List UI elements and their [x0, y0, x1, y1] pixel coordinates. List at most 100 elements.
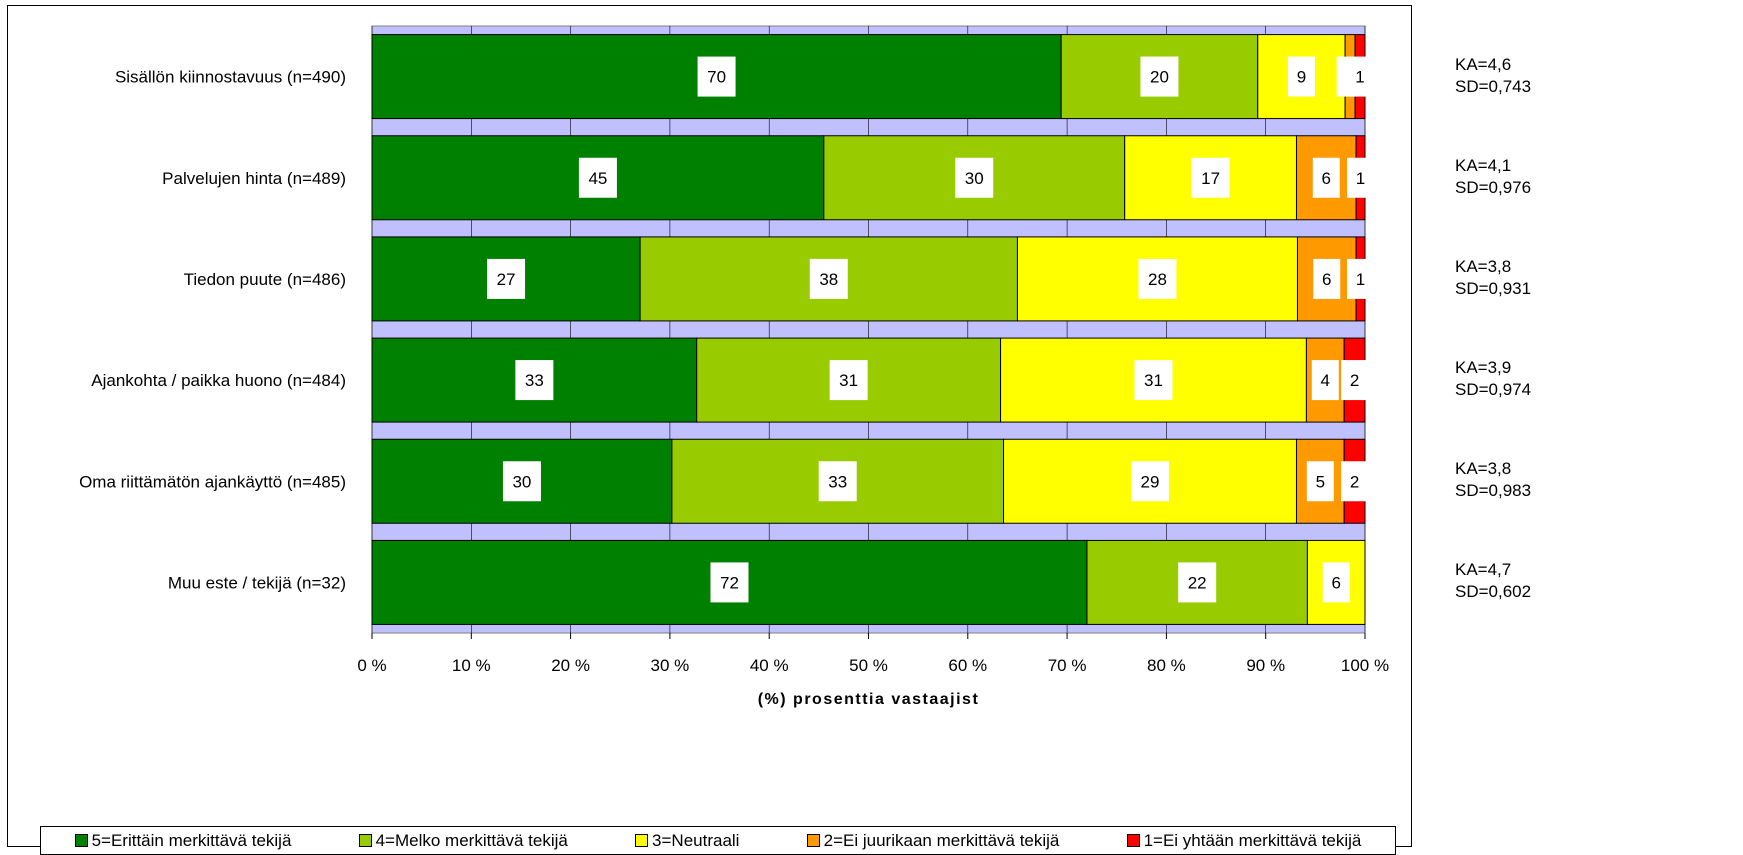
legend-label: 5=Erittäin merkittävä tekijä	[91, 830, 292, 850]
data-label-box	[515, 360, 554, 401]
sd-value: SD=0,743	[1455, 76, 1532, 96]
legend-swatch	[358, 834, 372, 847]
side-stat: KA=3,9 SD=0,974	[1455, 357, 1531, 401]
category-label: Palvelujen hinta (n=489)	[162, 169, 346, 188]
data-label-box	[1322, 562, 1350, 603]
data-label: 31	[839, 371, 858, 390]
legend-swatch	[806, 834, 820, 847]
data-label: 6	[1322, 270, 1331, 289]
data-label-box	[1312, 157, 1340, 198]
data-label-box	[1178, 562, 1217, 603]
data-label: 17	[1201, 169, 1220, 188]
data-label: 20	[1150, 68, 1169, 87]
x-tick-label: 70 %	[1048, 656, 1087, 675]
x-tick-label: 90 %	[1246, 656, 1285, 675]
data-label-box	[487, 258, 526, 299]
data-label: 29	[1141, 472, 1160, 491]
data-label-box	[578, 157, 617, 198]
legend-label: 4=Melko merkittävä tekijä	[375, 830, 568, 850]
data-label-box	[1131, 461, 1170, 502]
data-label: 33	[525, 371, 544, 390]
sd-value: SD=0,931	[1455, 278, 1532, 298]
side-stat: KA=4,7 SD=0,602	[1455, 559, 1531, 603]
data-label: 45	[588, 169, 607, 188]
data-label-box	[1134, 360, 1173, 401]
data-label: 22	[1188, 573, 1207, 592]
data-label: 4	[1321, 371, 1330, 390]
x-tick-label: 20 %	[551, 656, 590, 675]
data-label-box	[1287, 56, 1315, 97]
data-label: 9	[1297, 68, 1306, 87]
legend-item: 2=Ei juurikaan merkittävä tekijä	[806, 831, 1059, 851]
data-label: 30	[512, 472, 531, 491]
data-label: 30	[965, 169, 984, 188]
side-stat: KA=3,8 SD=0,983	[1455, 458, 1531, 502]
legend-label: 1=Ei yhtään merkittävä tekijä	[1143, 830, 1362, 850]
data-label-box	[1311, 360, 1339, 401]
data-label-box	[1313, 258, 1341, 299]
mean-value: KA=4,7	[1455, 560, 1512, 580]
legend-swatch	[74, 834, 88, 847]
data-label-box	[1341, 360, 1369, 401]
x-tick-label: 100 %	[1341, 656, 1389, 675]
legend-item: 4=Melko merkittävä tekijä	[358, 830, 568, 851]
data-label: 72	[720, 573, 739, 592]
data-label: 38	[819, 270, 838, 289]
data-label-box	[710, 562, 749, 603]
x-tick-label: 80 %	[1147, 656, 1186, 675]
legend-item: 3=Neutraali	[635, 831, 739, 851]
chart-frame: 0 % 10 % 20 % 30 % 40 % 50 % 60 % 70 % 80 % 90 % 1…	[7, 5, 1412, 855]
category-label: Oma riittämätön ajankäyttö (n=485)	[79, 472, 346, 491]
side-stat: KA=4,1 SD=0,976	[1455, 155, 1531, 199]
data-label: 2	[1350, 472, 1359, 491]
mean-value: KA=4,6	[1455, 54, 1512, 74]
data-label-box	[1347, 157, 1375, 198]
legend-item: 1=Ei yhtään merkittävä tekijä	[1126, 830, 1362, 851]
data-label-box	[1138, 258, 1177, 299]
legend: 5=Erittäin merkittävä tekijä 4=Melko merk…	[40, 826, 1396, 855]
data-label-box	[1191, 157, 1230, 198]
category-label: Sisällön kiinnostavuus (n=490)	[115, 68, 346, 87]
data-label: 2	[1350, 371, 1359, 390]
data-label: 27	[497, 270, 516, 289]
data-label: 1	[1356, 270, 1365, 289]
bar-segment	[1124, 135, 1297, 221]
legend-swatch	[635, 834, 649, 847]
category-label: Muu este / tekijä (n=32)	[168, 573, 346, 592]
chart-svg: 0 % 10 % 20 % 30 % 40 % 50 % 60 % 70 % 80 % 90 % 1…	[79, 25, 1389, 708]
x-tick-label: 40 %	[750, 656, 789, 675]
x-tick-label: 30 %	[651, 656, 690, 675]
data-label: 1	[1355, 68, 1364, 87]
data-label: 6	[1322, 169, 1331, 188]
data-label-box	[1347, 258, 1375, 299]
x-tick-label: 10 %	[452, 656, 491, 675]
data-label-box	[818, 461, 857, 502]
legend-item: 5=Erittäin merkittävä tekijä	[74, 830, 292, 851]
data-label-box	[1341, 461, 1369, 502]
sd-value: SD=0,976	[1455, 177, 1532, 197]
data-label-box	[1346, 56, 1374, 97]
x-tick-label: 0 %	[357, 656, 386, 675]
data-label: 33	[828, 472, 847, 491]
data-label-box	[1140, 56, 1179, 97]
sd-value: SD=0,983	[1455, 481, 1532, 501]
sd-value: SD=0,602	[1455, 582, 1532, 602]
data-label: 5	[1316, 472, 1325, 491]
x-tick-label: 50 %	[849, 656, 888, 675]
legend-swatch	[1126, 834, 1140, 847]
mean-value: KA=4,1	[1455, 155, 1512, 175]
category-label: Ajankohta / paikka huono (n=484)	[91, 371, 346, 390]
side-stat: KA=4,6 SD=0,743	[1455, 54, 1531, 98]
data-label: 28	[1148, 270, 1167, 289]
x-tick-label: 60 %	[948, 656, 987, 675]
mean-value: KA=3,8	[1455, 459, 1512, 479]
legend-label: 3=Neutraali	[652, 830, 740, 850]
data-label-box	[502, 461, 541, 502]
data-label-box	[809, 258, 848, 299]
bar-segment	[371, 34, 1062, 120]
sd-value: SD=0,974	[1455, 380, 1532, 400]
data-label-box	[955, 157, 994, 198]
data-label: 6	[1331, 573, 1340, 592]
bar-segment	[1295, 438, 1345, 524]
data-label-box	[1306, 461, 1334, 502]
